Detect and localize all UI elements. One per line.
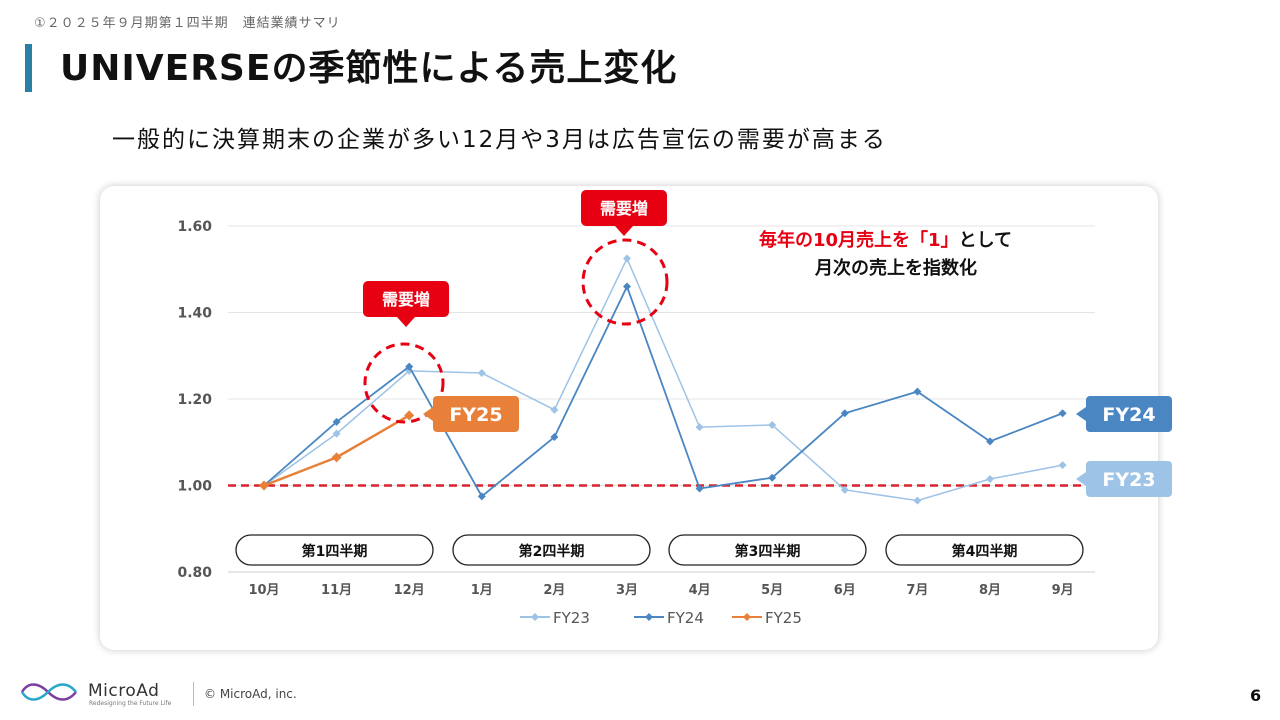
fy23-end-label-pointer [1076, 472, 1086, 486]
data-point-fy23 [332, 429, 341, 438]
fy24-end-label-box [1086, 396, 1172, 432]
quarter-label: 第3四半期 [735, 543, 801, 560]
x-tick-label: 11月 [321, 583, 352, 598]
data-point-fy23 [913, 496, 922, 505]
data-point-fy24 [695, 484, 704, 493]
legend-swatch-marker [645, 613, 653, 621]
callout-label: 需要増 [382, 290, 430, 309]
x-tick-label: 8月 [979, 583, 1001, 598]
highlight-circle-dec [363, 342, 445, 424]
x-tick-label: 5月 [761, 583, 783, 598]
data-point-fy24 [623, 282, 631, 291]
annotation-line-1: 毎年の10月売上を「1」として [759, 229, 1012, 251]
legend-swatch-marker [743, 613, 751, 621]
page-subtitle: 一般的に決算期末の企業が多い12月や3月は広告宣伝の需要が高まる [112, 127, 887, 153]
x-tick-label: 10月 [248, 583, 279, 598]
annotation-rest-part: として [959, 230, 1012, 251]
quarter-pill [452, 534, 651, 566]
page-title: UNIVERSEの季節性による売上変化 [60, 48, 678, 89]
x-tick-label: 6月 [834, 583, 856, 598]
fy23-end-label-box [1086, 461, 1172, 497]
fy23-end-label-text: FY23 [1102, 469, 1155, 491]
legend-label: FY23 [553, 609, 590, 627]
data-point-fy23 [986, 475, 994, 484]
page-number: 6 [1250, 686, 1262, 705]
legend-label: FY24 [667, 609, 704, 627]
x-tick-label: 7月 [906, 583, 928, 598]
series-line-fy23 [263, 256, 1063, 502]
footer-separator [193, 682, 194, 706]
data-point-fy25 [259, 480, 269, 491]
data-point-fy24 [550, 433, 559, 442]
data-point-fy24 [477, 492, 486, 501]
data-point-fy23 [840, 485, 849, 494]
data-point-fy23 [477, 369, 486, 378]
data-point-fy23 [695, 423, 704, 432]
fy24-end-label-text: FY24 [1102, 404, 1155, 426]
series-line-fy24 [263, 284, 1063, 498]
quarter-label: 第2四半期 [519, 543, 585, 560]
quarter-label: 第4四半期 [952, 543, 1018, 560]
data-point-fy24 [840, 409, 849, 418]
quarter-pill [235, 534, 434, 566]
series-line-fy25 [263, 414, 410, 487]
y-tick-label: 0.80 [177, 565, 212, 581]
callout-label: 需要増 [600, 199, 648, 218]
microad-logo-icon [20, 683, 77, 701]
fy25-end-label-box [433, 396, 519, 432]
data-point-fy24 [986, 437, 994, 446]
title-accent-bar [25, 44, 32, 92]
callout-box [581, 190, 667, 226]
x-tick-label: 3月 [616, 583, 638, 598]
data-point-fy23 [550, 405, 559, 414]
data-point-fy24 [405, 362, 414, 371]
callout-pointer [397, 317, 415, 327]
y-tick-label: 1.40 [177, 306, 212, 322]
annotation-line-2: 月次の売上を指数化 [814, 257, 977, 279]
data-point-fy23 [768, 420, 777, 429]
highlight-circle-mar [581, 238, 669, 326]
data-point-fy24 [332, 417, 341, 426]
y-tick-label: 1.60 [177, 219, 212, 235]
data-point-fy24 [1058, 409, 1067, 418]
data-point-fy24 [913, 387, 922, 396]
legend-label: FY25 [765, 609, 802, 627]
annotation-red-part: 毎年の10月売上を「1」 [759, 229, 959, 251]
x-tick-label: 1月 [471, 583, 493, 598]
footer-copyright: © MicroAd, inc. [204, 687, 297, 701]
footer-tagline: Redesigning the Future Life [89, 700, 172, 707]
x-tick-label: 2月 [543, 583, 565, 598]
footer-brand: MicroAd [88, 681, 160, 701]
data-point-fy23 [623, 254, 631, 263]
x-tick-label: 4月 [689, 583, 711, 598]
quarter-label: 第1四半期 [302, 543, 368, 560]
callout-box [363, 281, 449, 317]
data-point-fy25 [331, 452, 342, 463]
y-tick-label: 1.00 [177, 479, 212, 495]
fy24-end-label-pointer [1076, 407, 1086, 421]
data-point-fy24 [768, 473, 777, 482]
data-point-fy23 [1058, 461, 1067, 470]
fy25-end-label-pointer [423, 407, 433, 421]
fy25-end-label-text: FY25 [449, 404, 502, 426]
callout-pointer [615, 226, 633, 236]
y-tick-label: 1.20 [177, 392, 212, 408]
x-tick-label: 9月 [1052, 583, 1074, 598]
quarter-pill [668, 534, 867, 566]
data-point-fy25 [404, 410, 415, 421]
quarter-pill [885, 534, 1084, 566]
breadcrumb: ①２０２５年９月期第１四半期 連結業績サマリ [34, 16, 341, 31]
legend-swatch-marker [531, 613, 539, 621]
x-tick-label: 12月 [394, 583, 425, 598]
